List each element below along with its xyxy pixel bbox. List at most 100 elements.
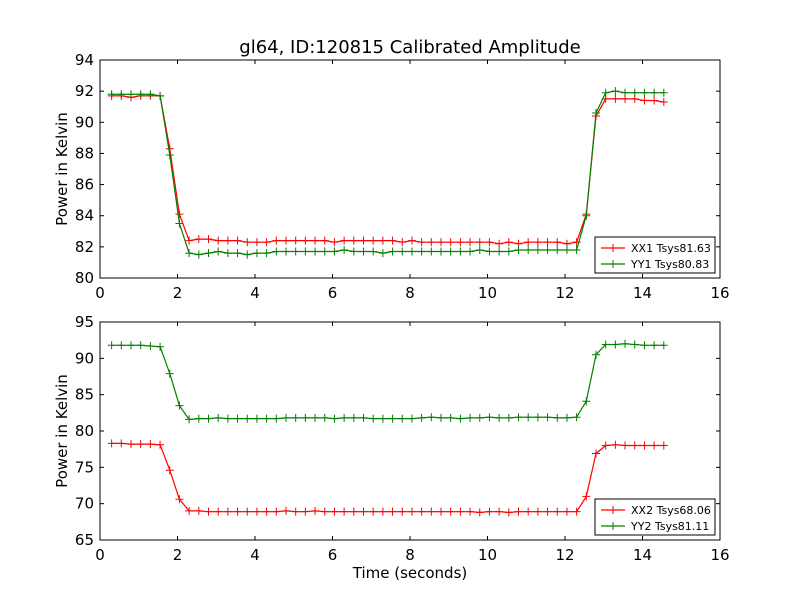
chart2-series-1-point <box>136 440 145 449</box>
chart2-series-1-point <box>175 495 184 504</box>
chart2-x-tick-label: 2 <box>173 546 183 564</box>
chart2-series-1-point <box>214 507 223 516</box>
chart1-y-tick-label: 80 <box>75 269 94 287</box>
chart2-series-2-point <box>175 401 184 410</box>
chart2-series-2-point <box>349 413 358 422</box>
chart2-series-1-point <box>194 506 203 515</box>
chart2-series-1-point <box>233 507 242 516</box>
chart2-series-2-point <box>592 350 600 359</box>
chart1-series-1-point <box>378 236 387 245</box>
chart2-series-1-point <box>543 507 552 516</box>
chart1-series-1-point <box>349 236 358 245</box>
chart1-series-2-point <box>504 247 513 256</box>
chart2-series-2-point <box>291 413 300 422</box>
chart2-series-2-point <box>262 414 271 423</box>
chart2-series-1-point <box>311 506 320 515</box>
chart1-y-tick-label: 92 <box>75 82 94 100</box>
chart1-series-2-point <box>475 245 484 254</box>
chart1-series-1-point <box>446 238 455 247</box>
chart1-series-1-point <box>427 238 436 247</box>
chart2-series-1-point <box>504 508 513 517</box>
chart2-series-2-point <box>630 340 639 349</box>
chart2-series-1-point <box>630 441 639 450</box>
chart1-series-1-point <box>407 236 416 245</box>
chart2-series-2-point <box>427 413 436 422</box>
chart2-series-2-point <box>611 340 620 349</box>
chart2-series-2-point <box>485 413 494 422</box>
chart1-series-2-point <box>243 250 252 259</box>
chart2-series-2-point <box>311 413 320 422</box>
chart2-series-2-point <box>223 414 232 423</box>
chart2-series-1-point <box>243 507 252 516</box>
chart2-y-tick-label: 80 <box>75 422 94 440</box>
chart1-series-1-point <box>262 238 271 247</box>
chart1-series-2-point <box>398 247 407 256</box>
chart1-x-tick-label: 2 <box>173 284 183 302</box>
chart1-series-2-point <box>640 88 649 97</box>
chart2-series-1-point <box>562 507 571 516</box>
chart1-series-2-point <box>650 88 659 97</box>
chart1-series-2-point <box>466 247 475 256</box>
chart1-series-2-point <box>553 245 562 254</box>
chart1-series-1-point <box>417 238 426 247</box>
chart2-series-2-point <box>204 414 213 423</box>
chart1-series-2-point <box>223 249 232 258</box>
chart1-series-2-point <box>185 249 194 258</box>
chart1-y-tick-label: 84 <box>75 207 94 225</box>
chart2-series-1-point <box>659 441 668 450</box>
chart2-y-tick-label: 95 <box>75 313 94 331</box>
chart1-series-2-point <box>592 108 600 117</box>
chart2-series-1-point <box>533 507 542 516</box>
chart1-series-2-point <box>214 247 223 256</box>
chart2-series-1-point <box>301 507 310 516</box>
chart2-y-tick-label: 70 <box>75 495 94 513</box>
chart1-series-2-point <box>378 249 387 258</box>
chart1-series-2-point <box>533 245 542 254</box>
chart2-series-1-point <box>640 441 649 450</box>
chart1-series-2-point <box>291 247 300 256</box>
chart1-series-1-point <box>185 236 194 245</box>
chart1-series-1-point <box>495 239 504 248</box>
chart1-series-2-point <box>495 247 504 256</box>
chart2-series-1-point <box>330 507 339 516</box>
chart2-x-tick-label: 8 <box>405 546 415 564</box>
chart2-series-2-point <box>320 413 329 422</box>
chart2-series-1-point <box>156 440 165 449</box>
chart1-y-tick-label: 94 <box>75 51 94 69</box>
chart1-legend <box>594 236 716 274</box>
chart2-series-2-point <box>388 414 397 423</box>
chart2-series-2-point <box>466 413 475 422</box>
chart2-series-2-point <box>437 413 445 422</box>
chart1-series-2-point <box>127 90 135 99</box>
chart1-series-2-point <box>524 245 533 254</box>
chart1-series-1-point <box>611 94 620 103</box>
chart2-series-1-point <box>417 507 426 516</box>
chart2-series-2-point <box>562 413 571 422</box>
chart2-series-1-point <box>572 507 581 516</box>
chart2-series-1-point <box>349 507 358 516</box>
chart2-series-1-point <box>107 439 116 448</box>
chart2-series-1-point <box>204 507 213 516</box>
chart1-series-2-point <box>456 247 465 256</box>
chart2-series-1-point <box>466 507 475 516</box>
chart2-x-tick-label: 14 <box>633 546 652 564</box>
chart1-series-2-point <box>282 247 290 256</box>
chart1-x-tick-label: 6 <box>328 284 338 302</box>
chart2-series-2-point <box>514 413 523 422</box>
chart2-series-2-point <box>117 341 126 350</box>
chart2-series-2-point <box>572 413 581 422</box>
chart2-series-2-point <box>252 414 261 423</box>
chart2-series-1-point <box>427 507 436 516</box>
chart2-series-1-point <box>514 507 523 516</box>
chart1-series-2-point <box>659 88 668 97</box>
chart2-series-1-point <box>291 507 300 516</box>
subplot-top: 0 2 4 6 8 10 12 14 16 80 82 84 86 88 90 92 94 Power in Ke… <box>53 51 730 302</box>
chart2-y-tick-label: 65 <box>75 531 94 549</box>
chart2-series-2-point <box>640 341 649 350</box>
chart2-legend-marker-1 <box>609 506 617 514</box>
chart1-series-1-point <box>388 236 397 245</box>
chart2-series-1-point <box>485 507 494 516</box>
chart1-series-1-point <box>475 238 484 247</box>
chart1-series-1-point <box>437 238 445 247</box>
